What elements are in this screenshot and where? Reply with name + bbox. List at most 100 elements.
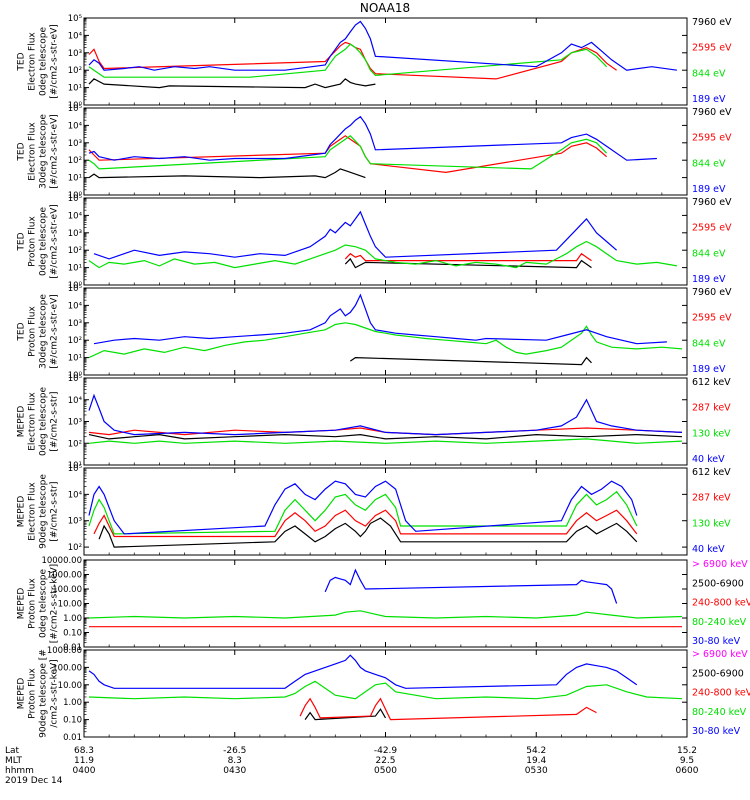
plot-title: NOAA18 (360, 1, 410, 15)
series-287-kev (93, 509, 638, 538)
series-2500-6900 (304, 708, 387, 721)
y-tick-label: 10³ (68, 139, 82, 149)
y-tick-label: 1000.00 (47, 646, 82, 656)
legend-entry: 2595 eV (692, 133, 732, 144)
legend-entry: 844 eV (692, 338, 726, 349)
legend-entry: 40 keV (692, 454, 725, 465)
panel-meped-e-90: 10² 10³ 10⁴ 10⁵ MEPED Electron Flux 90deg tele… (17, 464, 731, 556)
series-7960-ev (349, 356, 592, 366)
legend-entry: 7960 eV (692, 197, 732, 208)
panel-meped-p-0: 0.01 0.10 1.00 10.00 100.00 1000.00 10000.00 ME… (17, 556, 750, 653)
y-tick-label: 10³ (68, 229, 82, 239)
series-7960-ev (344, 257, 592, 269)
series-130-kev (88, 438, 683, 444)
y-axis-label: [#/cm2-s-str-eV] (50, 114, 60, 189)
series-130-kev (88, 490, 638, 535)
y-tick-label: 10² (68, 156, 82, 166)
series-844-ev (88, 43, 608, 78)
series-612-kev (88, 433, 683, 440)
footer-value: 19.4 (526, 756, 546, 766)
legend-entry: 2595 eV (692, 223, 732, 234)
series-7960-ev (88, 168, 366, 179)
y-axis-label: Proton Flux (28, 306, 38, 357)
y-tick-label: 10⁰ (68, 281, 83, 291)
footer-value: 0400 (73, 766, 96, 776)
panel-ted-p-0: 10⁰ 10¹ 10² 10³ 10⁴ 10⁵ TED Proton Flux 0deg tel… (17, 194, 733, 291)
y-axis-label: 0deg telescope (39, 207, 49, 277)
legend-entry: 2595 eV (692, 313, 732, 324)
panel-ted-e-30: 10⁰ 10¹ 10² 10³ 10⁴ 10⁵ TED Electron Flux 30deg … (17, 104, 733, 201)
y-axis-label: 0deg telescope (39, 387, 49, 457)
y-axis-label: MEPED (17, 406, 27, 438)
legend-entry: 844 eV (692, 158, 726, 169)
y-tick-label: 10⁴ (68, 211, 83, 221)
y-tick-label: 10¹ (68, 354, 82, 364)
panel-meped-e-0: 10¹ 10² 10³ 10⁴ 10⁵ MEPED Electron Flux 0deg te… (17, 374, 732, 471)
y-tick-label: 10⁵ (68, 14, 82, 24)
legend-entry: 7960 eV (692, 287, 732, 298)
series-2595-ev (88, 135, 607, 174)
y-tick-label: 10³ (68, 49, 82, 59)
legend-entry: 2500-6900 (692, 578, 744, 589)
series-287-kev (88, 427, 683, 436)
y-tick-label: 10² (68, 246, 82, 256)
footer-value: 0500 (374, 766, 397, 776)
panel-ted-p-30: 10⁰ 10¹ 10² 10³ 10⁴ 10⁵ TED Proton Flux 30deg te… (17, 284, 733, 381)
y-axis-label: Proton Flux (28, 216, 38, 267)
y-tick-label: 10² (68, 336, 82, 346)
y-axis-label: TED (17, 52, 27, 71)
y-axis-label: 0deg telescope (39, 569, 49, 639)
footer-row-label: Lat (5, 746, 20, 756)
y-tick-label: 10⁵ (68, 464, 82, 474)
y-axis-label: Proton Flux (28, 668, 38, 719)
series-844-ev (88, 240, 678, 269)
y-tick-label: 10⁵ (68, 284, 82, 294)
y-tick-label: 10⁴ (68, 121, 83, 131)
footer-value: 54.2 (526, 746, 546, 756)
y-tick-label: 10⁴ (68, 301, 83, 311)
y-tick-label: 10⁵ (68, 374, 82, 384)
footer-value: 22.5 (375, 756, 395, 766)
legend-entry: 844 eV (692, 68, 726, 79)
y-tick-label: 10² (68, 439, 82, 449)
legend-entry: 612 keV (692, 377, 731, 388)
footer-value: 11.9 (74, 756, 94, 766)
series-240-800-kev (299, 697, 597, 721)
y-axis-label: Electron Flux (28, 392, 38, 451)
y-axis-label: TED (17, 322, 27, 341)
legend-entry: 130 keV (692, 428, 731, 439)
y-tick-label: 10² (68, 66, 82, 76)
legend-entry: > 6900 keV (692, 649, 748, 660)
y-axis-label: [#/cm2-s-str-eV] (50, 294, 60, 369)
y-tick-label: 1.00 (63, 614, 82, 624)
panel-ted-e-0: 10⁰ 10¹ 10² 10³ 10⁴ 10⁵ TED Electron Flux 0deg t… (17, 14, 733, 111)
series-2595-ev (88, 41, 617, 80)
y-axis-label: 90deg telescope (39, 474, 49, 549)
legend-entry: 189 eV (692, 94, 726, 105)
series-30-80-kev (88, 654, 638, 689)
y-tick-label: 10⁴ (68, 31, 83, 41)
legend-entry: 240-800 keV (692, 598, 750, 609)
y-axis-label: 90deg telescope [# (39, 649, 49, 738)
footer-value: 15.2 (677, 746, 697, 756)
y-axis-label: [#/cm2-s-str] (50, 481, 60, 541)
series-612-kev (98, 517, 638, 548)
footer-value: 0530 (525, 766, 548, 776)
y-tick-label: 10⁵ (68, 104, 82, 114)
y-tick-label: 10⁰ (68, 371, 83, 381)
footer-value: -26.5 (223, 746, 246, 756)
footer-value: 0430 (223, 766, 246, 776)
legend-entry: 2500-6900 (692, 668, 744, 679)
legend-entry: 40 keV (692, 544, 725, 555)
y-tick-label: 10.00 (58, 600, 82, 610)
footer-date: 2019 Dec 14 (5, 776, 63, 786)
legend-entry: 7960 eV (692, 107, 732, 118)
series-7960-ev (88, 78, 376, 89)
y-axis-label: 30deg telescope (39, 114, 49, 189)
series-189-ev (93, 210, 617, 260)
y-tick-label: 100.00 (52, 585, 82, 595)
footer-value: 8.3 (228, 756, 242, 766)
y-tick-label: 10⁰ (68, 101, 83, 111)
